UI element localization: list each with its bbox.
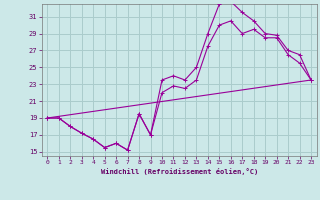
X-axis label: Windchill (Refroidissement éolien,°C): Windchill (Refroidissement éolien,°C) [100,168,258,175]
